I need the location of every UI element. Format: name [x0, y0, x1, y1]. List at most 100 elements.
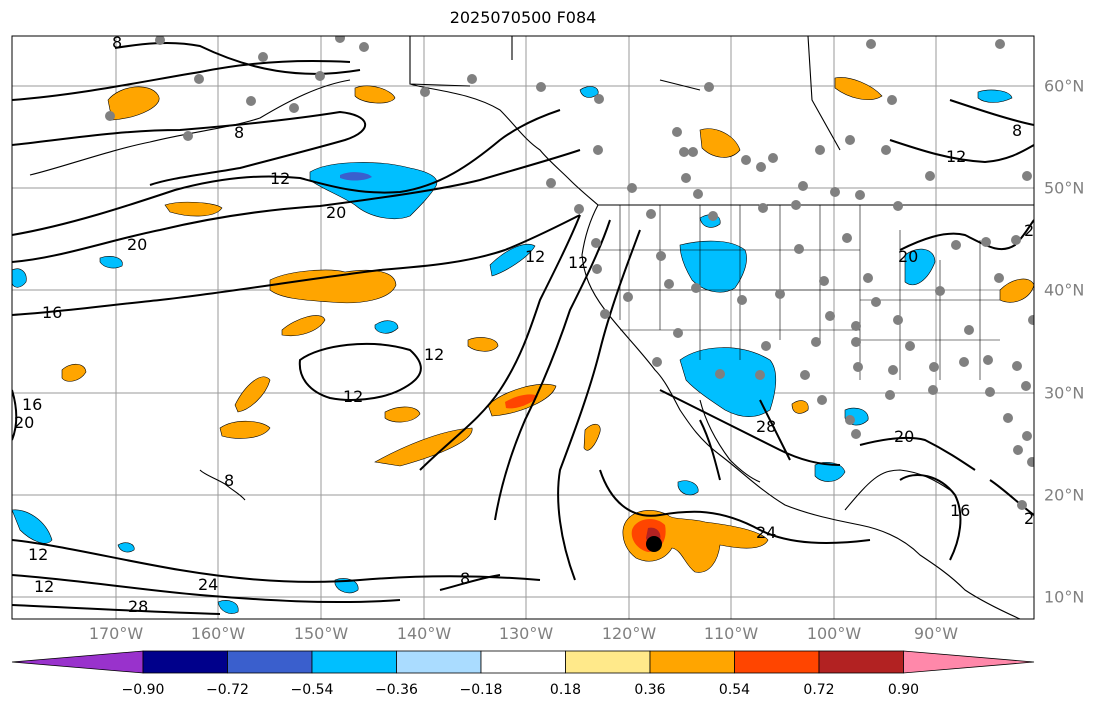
colorbar-segment: [480, 650, 566, 674]
map-title: 2025070500 F084: [449, 8, 597, 27]
colorbar-tick-label: 0.72: [803, 682, 835, 698]
colorbar-segment: [565, 650, 651, 674]
positive-anomaly-patch: [384, 406, 421, 423]
positive-anomaly-patch: [374, 427, 473, 467]
strong-positive-patch: [505, 394, 538, 409]
contour-label: 12: [270, 169, 290, 188]
longitude-label: 100°W: [806, 624, 862, 643]
colorbar-segment: [396, 650, 482, 674]
longitude-label: 160°W: [190, 624, 246, 643]
longitude-label: 140°W: [396, 624, 452, 643]
anomaly-fills: [12, 77, 1034, 614]
colorbar-segment: [818, 650, 904, 674]
contour-label: 8: [112, 33, 122, 52]
map-frame: [11, 35, 1035, 620]
contour-label: 20: [14, 413, 34, 432]
positive-anomaly-patch: [281, 315, 326, 337]
contour-label: 16: [950, 501, 970, 520]
contour-label: 8: [224, 471, 234, 490]
contour-label: 20: [1024, 509, 1044, 528]
negative-anomaly-patch: [12, 268, 27, 288]
colorbar-tick-label: 0.90: [887, 682, 920, 698]
colorbar-tick-label: −0.36: [375, 682, 418, 698]
contour-label: 12: [568, 253, 588, 272]
contour-label: 8: [234, 123, 244, 142]
contour-label: 24: [198, 575, 218, 594]
contour-label: 12: [343, 387, 363, 406]
coastlines: [29, 36, 1034, 619]
positive-anomaly-patch: [583, 423, 601, 451]
positive-anomaly-patch: [234, 376, 271, 413]
negative-anomaly-patch: [679, 240, 747, 293]
negative-anomaly-patch: [579, 86, 599, 98]
positive-anomaly-patch: [699, 128, 741, 158]
colorbar-tick-label: −0.54: [290, 682, 334, 698]
negative-anomaly-patch: [99, 256, 123, 269]
contour-label: 20: [1024, 221, 1044, 240]
colorbar-segment: [311, 650, 397, 674]
latitude-label: 40°N: [1044, 280, 1085, 300]
hurricane-center: [646, 536, 662, 552]
contour-label: 16: [22, 395, 42, 414]
negative-anomaly-patch: [904, 248, 936, 286]
latitude-label: 50°N: [1044, 178, 1085, 198]
positive-anomaly-patch: [164, 201, 223, 217]
positive-anomaly-patch: [791, 400, 809, 414]
colorbar-tick-label: 0.54: [718, 682, 751, 698]
longitude-label: 170°W: [88, 624, 144, 643]
contour-label: 16: [42, 303, 62, 322]
positive-anomaly-patch: [999, 278, 1034, 303]
colorbar-segment: [734, 650, 820, 674]
longitude-label: 150°W: [293, 624, 349, 643]
negative-anomaly-patch: [679, 347, 777, 418]
colorbar-segment: [142, 650, 228, 674]
longitude-label: 90°W: [913, 624, 959, 643]
positive-anomaly-patch: [269, 269, 397, 304]
negative-anomaly-patch: [117, 542, 135, 553]
contour-label: 20: [898, 247, 918, 266]
longitude-label: 130°W: [498, 624, 554, 643]
contour-labels: 8 8 12 20 20 16 12 12 12 12 16 20 8 8 28…: [14, 33, 1044, 616]
negative-anomaly-patch: [217, 600, 239, 614]
station-dots: [105, 36, 1034, 510]
positive-anomaly-patch: [219, 420, 271, 439]
map-gridlines: [12, 36, 1034, 619]
contour-label: 12: [525, 247, 545, 266]
colorbar-extend-low: [11, 650, 144, 674]
contour-label: 8: [460, 569, 470, 588]
colorbar-tick-label: −0.72: [206, 682, 249, 698]
contour-label: 12: [28, 545, 48, 564]
contour-label: 12: [34, 577, 54, 596]
contour-label: 20: [326, 203, 346, 222]
negative-anomaly-patch: [677, 480, 699, 496]
longitude-label: 110°W: [703, 624, 759, 643]
contour-label: 12: [424, 345, 444, 364]
positive-anomaly-patch: [107, 86, 160, 121]
contour-label: 8: [1012, 121, 1022, 140]
colorbar-tick-label: −0.18: [459, 682, 503, 698]
latitude-label: 20°N: [1044, 485, 1085, 505]
positive-anomaly-patch: [834, 77, 883, 100]
colorbar: [11, 650, 1035, 674]
negative-anomaly-patch: [814, 462, 846, 482]
state-borders: [598, 205, 1000, 380]
positive-anomaly-patch: [61, 363, 87, 382]
longitude-label: 120°W: [601, 624, 657, 643]
contour-label: 20: [127, 235, 147, 254]
latitude-label: 60°N: [1044, 76, 1085, 96]
colorbar-segment: [227, 650, 313, 674]
contour-label: 20: [894, 427, 914, 446]
contour-label: 24: [756, 523, 776, 542]
colorbar-extend-high: [903, 650, 1035, 674]
contour-label: 28: [756, 417, 776, 436]
negative-anomaly-patch: [374, 320, 399, 334]
negative-anomaly-patch: [489, 244, 536, 277]
colorbar-segment: [649, 650, 735, 674]
latitude-label: 30°N: [1044, 383, 1085, 403]
colorbar-tick-label: 0.36: [634, 682, 666, 698]
latitude-label: 10°N: [1044, 587, 1085, 607]
colorbar-tick-label: 0.18: [549, 682, 582, 698]
contour-label: 12: [946, 147, 966, 166]
colorbar-tick-label: −0.90: [121, 682, 165, 698]
